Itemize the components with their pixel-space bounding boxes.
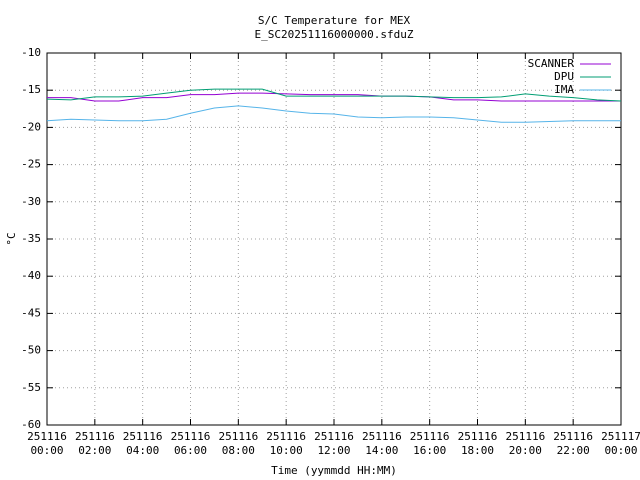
x-tick-label: 251116 12:00 [314, 430, 354, 457]
y-tick-label: -20 [21, 120, 41, 133]
x-tick-label: 251116 08:00 [218, 430, 259, 457]
series-line [47, 92, 621, 102]
x-tick-label: 251116 10:00 [266, 430, 307, 457]
y-tick-label: -60 [21, 418, 41, 431]
series-line [46, 105, 621, 123]
x-tick-label: 251116 18:00 [457, 430, 498, 457]
series-line [46, 88, 622, 102]
y-tick-label: -45 [21, 306, 41, 319]
x-tick-label: 251116 20:00 [505, 430, 546, 457]
legend-label: SCANNER [528, 57, 575, 70]
y-tick-label: -30 [21, 195, 41, 208]
x-tick-label: 251116 06:00 [170, 430, 211, 457]
y-tick-label: -25 [21, 158, 41, 171]
legend-label: DPU [554, 70, 574, 83]
y-tick-label: -10 [21, 46, 41, 59]
x-tick-label: 251116 00:00 [27, 430, 67, 457]
y-tick-label: -35 [21, 232, 41, 245]
plot-border [46, 52, 622, 426]
y-tick-label: -15 [21, 83, 41, 96]
x-tick-label: 251117 00:00 [601, 430, 640, 457]
x-axis-label: Time (yymmdd HH:MM) [271, 464, 397, 477]
x-tick-label: 251116 04:00 [122, 430, 163, 457]
x-tick-label: 251116 02:00 [74, 430, 115, 457]
y-tick-label: -55 [21, 381, 41, 394]
y-axis-label: °C [5, 232, 18, 245]
chart-title: S/C Temperature for MEX [258, 14, 411, 27]
legend-label: IMA [554, 83, 574, 96]
x-tick-label: 251116 14:00 [361, 430, 402, 457]
y-tick-label: -40 [21, 269, 41, 282]
x-tick-label: 251116 22:00 [553, 430, 594, 457]
x-tick-label: 251116 16:00 [409, 430, 450, 457]
y-tick-label: -50 [21, 344, 41, 357]
chart-subtitle: E_SC20251116000000.sfduZ [255, 28, 414, 41]
